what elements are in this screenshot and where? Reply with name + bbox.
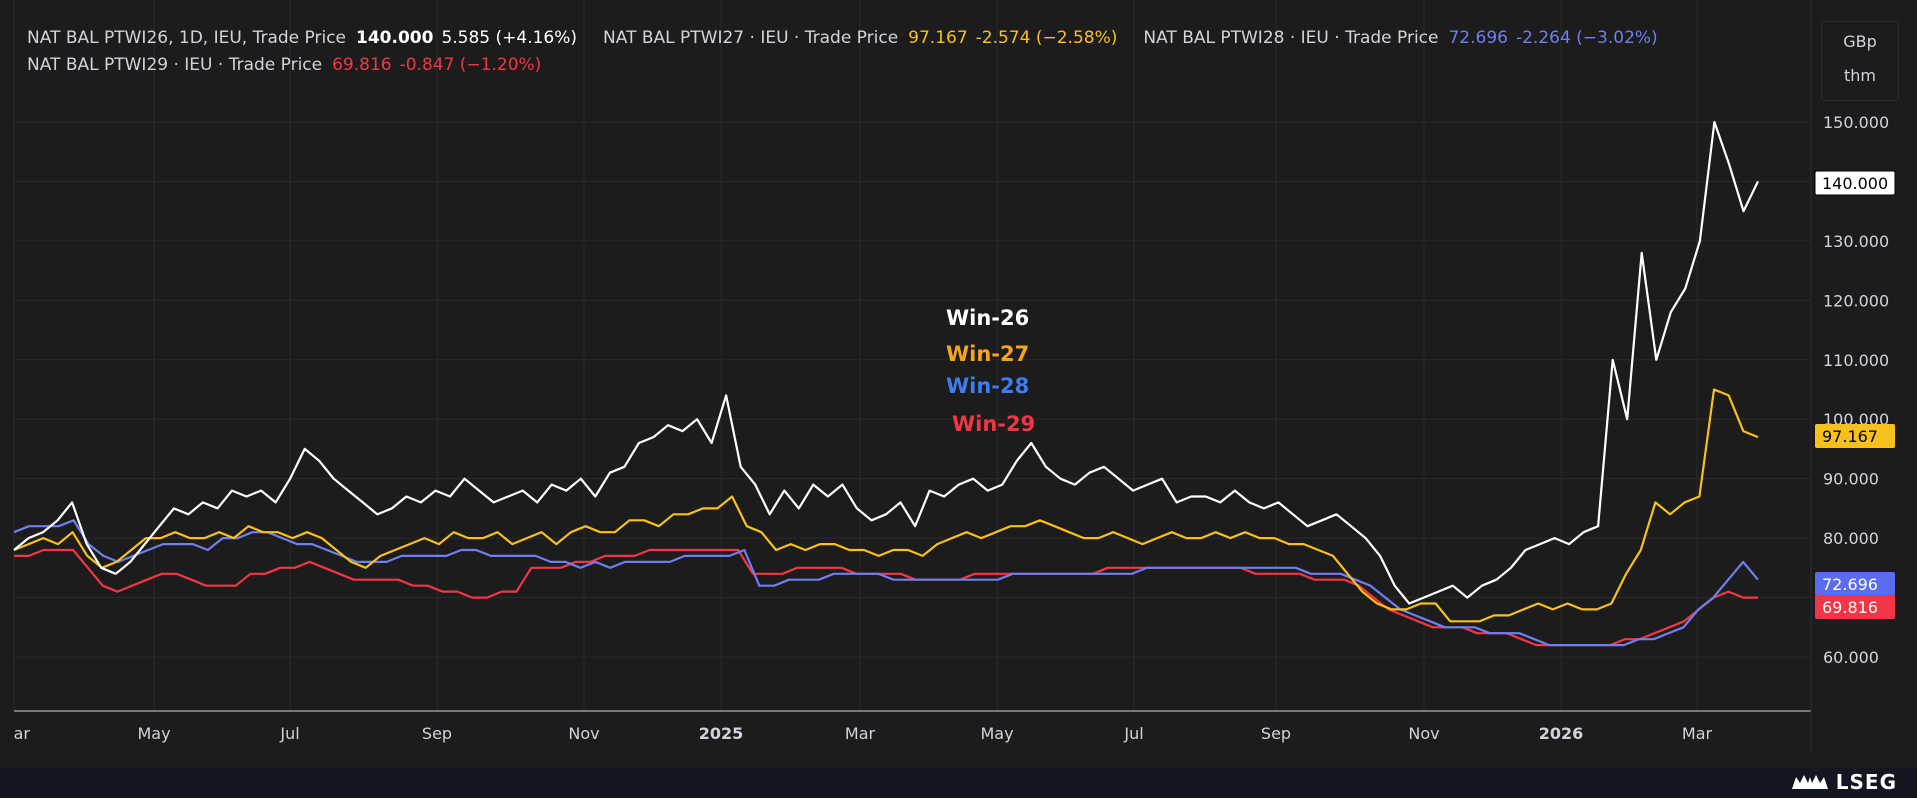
x-tick-label: May bbox=[137, 724, 170, 743]
legend-item[interactable]: NAT BAL PTWI29 · IEU · Trade Price 69.816… bbox=[27, 52, 541, 79]
series-line[interactable] bbox=[13, 519, 1759, 647]
grid bbox=[13, 0, 1811, 711]
last-value-badge-bg bbox=[1815, 595, 1895, 619]
legend-item[interactable]: NAT BAL PTWI28 · IEU · Trade Price 72.696… bbox=[1143, 25, 1657, 52]
legend-change: -2.574 (−2.58%) bbox=[975, 28, 1118, 48]
series-lines bbox=[13, 120, 1759, 647]
y-tick-label: 120.000 bbox=[1823, 291, 1889, 310]
y-tick-label: 150.000 bbox=[1823, 113, 1889, 132]
legend-label: NAT BAL PTWI28 · IEU · Trade Price bbox=[1143, 28, 1439, 48]
legend-value: 140.000 bbox=[356, 28, 434, 48]
y-tick-label: 60.000 bbox=[1823, 648, 1879, 667]
last-value-badge-bg bbox=[1814, 170, 1896, 196]
legend-item[interactable]: NAT BAL PTWI26, 1D, IEU, Trade Price 140.… bbox=[27, 25, 577, 52]
x-tick-label: 2026 bbox=[1539, 724, 1584, 743]
legend-label: NAT BAL PTWI29 · IEU · Trade Price bbox=[27, 55, 323, 75]
unit-line-2: thm bbox=[1844, 66, 1876, 85]
legend-row: NAT BAL PTWI29 · IEU · Trade Price 69.816… bbox=[27, 52, 1684, 79]
last-value-text: 97.167 bbox=[1822, 427, 1878, 446]
last-value-badge-bg bbox=[1815, 424, 1895, 448]
chart-background bbox=[0, 0, 1917, 768]
x-tick-label: Jul bbox=[279, 724, 299, 743]
legend-value: 69.816 bbox=[332, 55, 392, 75]
y-tick-label: 90.000 bbox=[1823, 470, 1879, 489]
last-value-badge: 140.000 bbox=[1814, 170, 1896, 196]
last-value-text: 72.696 bbox=[1822, 575, 1878, 594]
series-line[interactable] bbox=[14, 548, 1758, 647]
y-tick-label: 110.000 bbox=[1823, 351, 1889, 370]
y-tick-label: 130.000 bbox=[1823, 232, 1889, 251]
footer-bar bbox=[0, 768, 1917, 798]
legend-change: -0.847 (−1.20%) bbox=[399, 55, 542, 75]
annotations: Win-26 Win-27 Win-28 Win-29 bbox=[946, 306, 1035, 436]
legend-row: NAT BAL PTWI26, 1D, IEU, Trade Price 140.… bbox=[27, 25, 1684, 52]
y-tick-label: 80.000 bbox=[1823, 529, 1879, 548]
x-tick-label: 2025 bbox=[699, 724, 744, 743]
x-tick-label: May bbox=[980, 724, 1013, 743]
last-value-badges: 140.000 97.167 72.696 69.816 bbox=[1814, 170, 1896, 619]
unit-selector[interactable]: GBp thm bbox=[1821, 21, 1899, 101]
last-value-text: 69.816 bbox=[1822, 598, 1878, 617]
legend-label: NAT BAL PTWI26, 1D, IEU, Trade Price bbox=[27, 28, 347, 48]
series-annotation: Win-28 bbox=[946, 374, 1029, 398]
legend-change: 5.585 (+4.16%) bbox=[441, 28, 578, 48]
legend-label: NAT BAL PTWI27 · IEU · Trade Price bbox=[603, 28, 899, 48]
last-value-badge: 72.696 bbox=[1815, 572, 1895, 596]
lion-crest-icon bbox=[1791, 775, 1828, 789]
series-line[interactable] bbox=[13, 120, 1759, 605]
brand-name: LSEG bbox=[1835, 770, 1897, 794]
x-tick-label: Jul bbox=[1123, 724, 1143, 743]
last-value-text: 140.000 bbox=[1822, 174, 1888, 193]
x-tick-label: ar bbox=[14, 724, 31, 743]
legend-item[interactable]: NAT BAL PTWI27 · IEU · Trade Price 97.167… bbox=[603, 25, 1117, 52]
last-value-badge: 97.167 bbox=[1815, 424, 1895, 448]
x-tick-label: Mar bbox=[1682, 724, 1713, 743]
series-annotation: Win-27 bbox=[946, 342, 1029, 366]
series-line[interactable] bbox=[13, 388, 1759, 623]
x-tick-label: Mar bbox=[845, 724, 876, 743]
legend-change: -2.264 (−3.02%) bbox=[1515, 28, 1658, 48]
x-tick-label: Nov bbox=[1408, 724, 1439, 743]
unit-line-1: GBp bbox=[1843, 32, 1877, 51]
price-chart[interactable]: Win-26 Win-27 Win-28 Win-29 ar May Jul Sep Nov 2… bbox=[0, 0, 1917, 768]
x-tick-label: Nov bbox=[568, 724, 599, 743]
x-axis-ticks: ar May Jul Sep Nov 2025 Mar May Jul Sep Nov 2026 Mar bbox=[14, 724, 1713, 743]
last-value-badge: 69.816 bbox=[1815, 595, 1895, 619]
x-tick-label: Sep bbox=[1261, 724, 1291, 743]
legend-value: 97.167 bbox=[908, 28, 968, 48]
series-annotation: Win-29 bbox=[952, 412, 1035, 436]
legend: NAT BAL PTWI26, 1D, IEU, Trade Price 140.… bbox=[27, 25, 1684, 79]
last-value-badge-bg bbox=[1815, 572, 1895, 596]
legend-value: 72.696 bbox=[1448, 28, 1508, 48]
series-annotation: Win-26 bbox=[946, 306, 1029, 330]
brand-logo: LSEG bbox=[1790, 770, 1897, 794]
x-tick-label: Sep bbox=[422, 724, 452, 743]
